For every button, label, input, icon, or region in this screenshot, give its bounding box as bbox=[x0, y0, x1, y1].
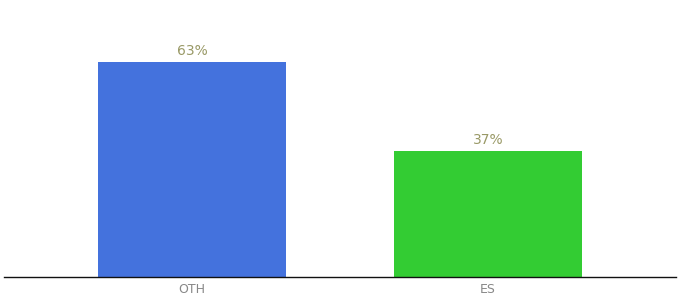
Text: 63%: 63% bbox=[177, 44, 207, 58]
Bar bbox=[98, 62, 286, 277]
Text: 37%: 37% bbox=[473, 133, 503, 147]
Bar bbox=[394, 151, 582, 277]
